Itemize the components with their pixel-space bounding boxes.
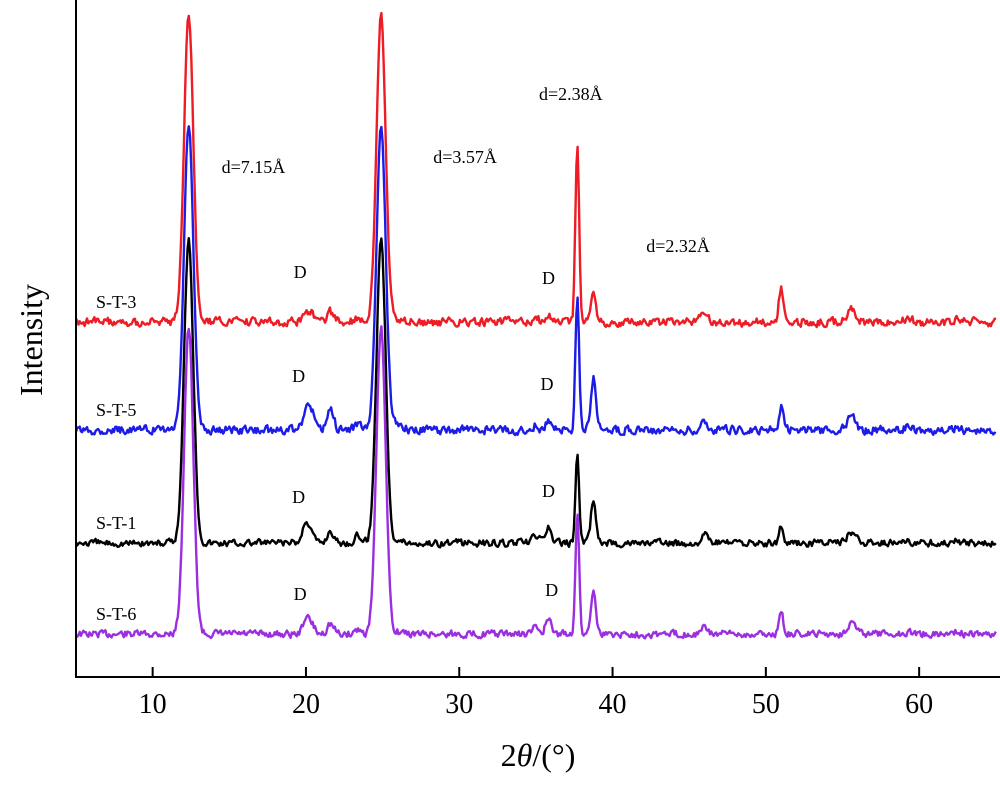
x-tick-label: 10 [139, 689, 167, 720]
d-spacing-label: d=7.15Å [222, 157, 286, 177]
series-label-s-t-3: S-T-3 [96, 292, 136, 312]
series-line-s-t-1 [76, 236, 997, 549]
x-tick-label: 50 [752, 689, 780, 720]
series-label-s-t-1: S-T-1 [96, 513, 136, 533]
series-labels: S-T-3 S-T-5 S-T-1 S-T-6 [96, 292, 136, 624]
d-spacing-label: d=3.57Å [433, 147, 497, 167]
series-line-s-t-6 [76, 325, 997, 640]
peak-marker-d: D [294, 584, 307, 604]
peak-marker-d: D [292, 366, 305, 386]
x-axis-title-theta: θ [517, 737, 533, 773]
d-spacing-label: d=2.32Å [646, 236, 710, 256]
x-ticks: 10 20 30 40 50 60 [139, 667, 933, 720]
x-axis-title-prefix: 2 [501, 737, 517, 773]
series-line-s-t-3 [76, 11, 997, 329]
d-spacing-label: d=2.38Å [539, 84, 603, 104]
series-layer [76, 11, 997, 640]
series-line-s-t-5 [76, 125, 997, 437]
peak-marker-d: D [542, 481, 555, 501]
peak-marker-d: D [540, 374, 553, 394]
axes [75, 0, 1000, 678]
annotations: d=7.15Å d=3.57Å d=2.38Å d=2.32Å D D D D D D D D [222, 84, 710, 604]
x-tick-label: 40 [599, 689, 627, 720]
x-axis-title: 2θ/(°) [501, 737, 576, 773]
series-label-s-t-6: S-T-6 [96, 604, 136, 624]
x-tick-label: 60 [905, 689, 933, 720]
plot-area [76, 11, 997, 640]
peak-marker-d: D [292, 487, 305, 507]
x-axis-title-suffix: /(°) [532, 737, 575, 773]
series-label-s-t-5: S-T-5 [96, 400, 136, 420]
peak-marker-d: D [545, 580, 558, 600]
x-tick-label: 20 [292, 689, 320, 720]
peak-marker-d: D [294, 262, 307, 282]
y-axis-title: Intensity [13, 284, 49, 396]
x-tick-label: 30 [445, 689, 473, 720]
peak-marker-d: D [542, 268, 555, 288]
